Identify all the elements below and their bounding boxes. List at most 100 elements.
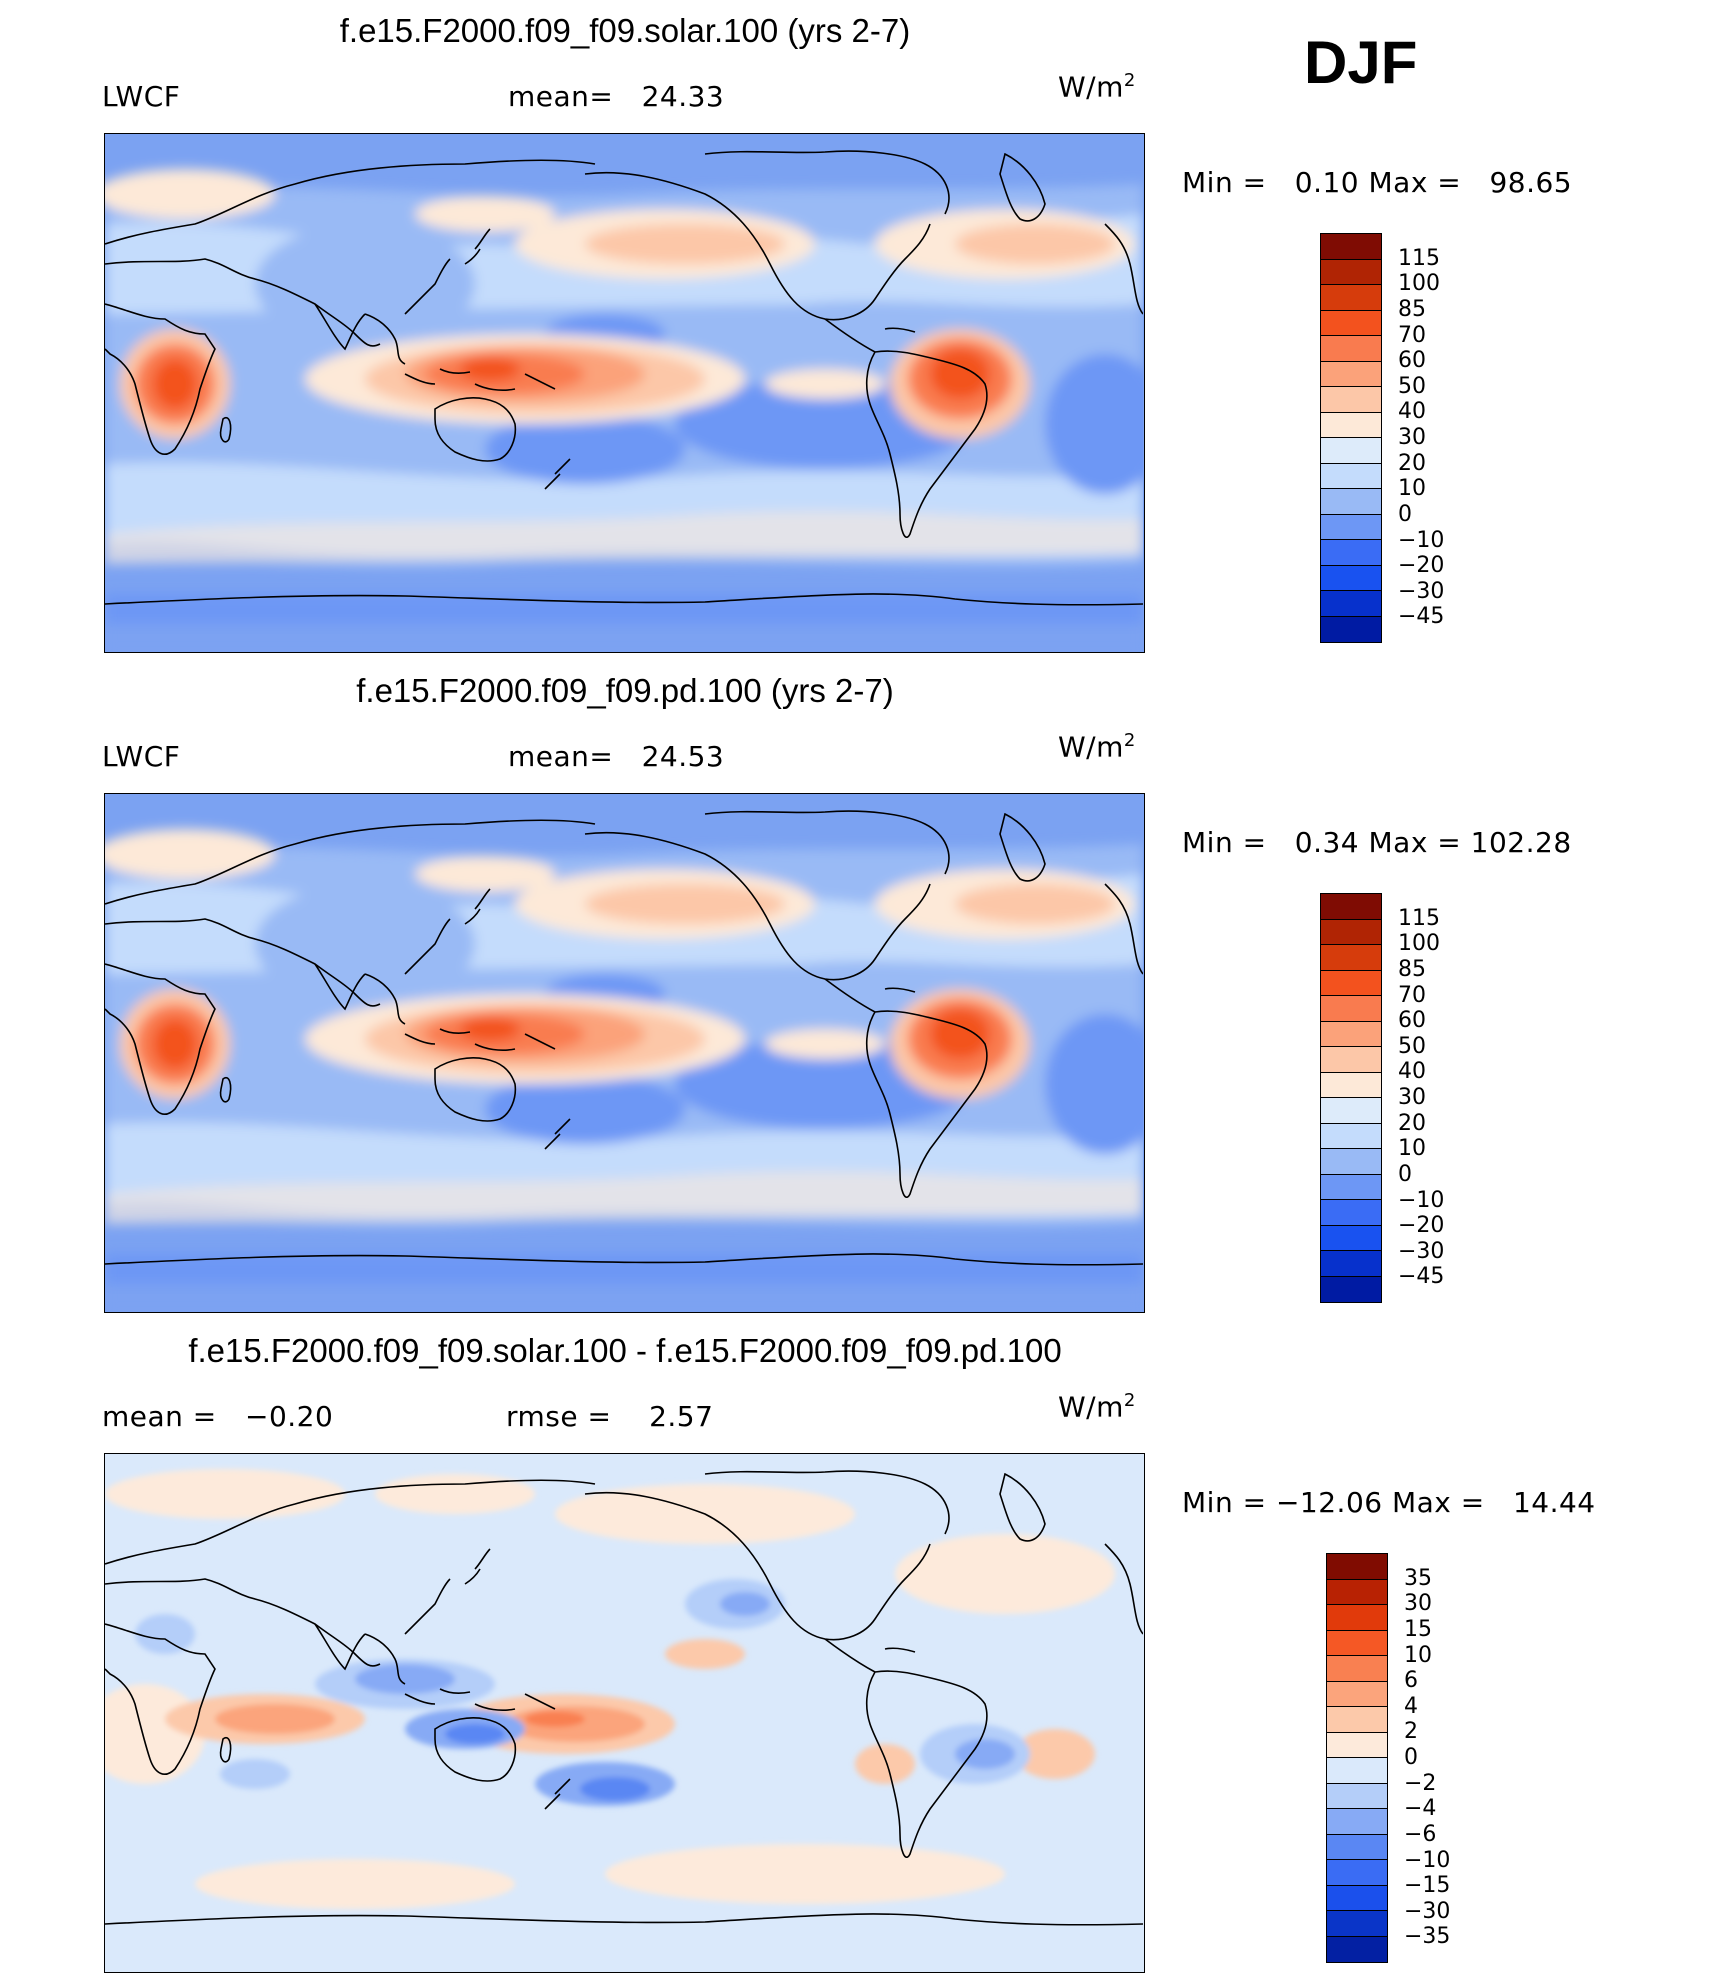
panel-2-max-value: 102.28 <box>1470 826 1572 859</box>
colorbar-tick-label: 10 <box>1404 1642 1432 1668</box>
colorbar-tick-label: 30 <box>1398 1085 1426 1110</box>
colorbar-tick-label: −20 <box>1398 1213 1445 1239</box>
colorbar-segment <box>1327 1630 1387 1656</box>
panel-1-mean: mean= 24.33 <box>508 80 724 113</box>
colorbar-tick-label: 0 <box>1398 501 1412 527</box>
panel-2-units: W/m2 <box>1058 730 1136 763</box>
colorbar-tick-label: 115 <box>1398 245 1440 271</box>
colorbar-segment <box>1321 463 1381 489</box>
colorbar-segment <box>1321 234 1381 260</box>
colorbar-segment <box>1321 514 1381 540</box>
colorbar-tick-label: 6 <box>1404 1668 1418 1694</box>
panel-3-max-value: 14.44 <box>1512 1486 1596 1519</box>
panel-2-min-label: Min = <box>1182 826 1267 859</box>
colorbar-segment <box>1327 1834 1387 1860</box>
colorbar-segment <box>1321 616 1381 642</box>
colorbar-tick-label: −45 <box>1398 604 1445 630</box>
colorbar-tick-label: −4 <box>1404 1796 1437 1822</box>
colorbar-tick-label: 50 <box>1398 373 1426 399</box>
panel-2-units-text: W/m <box>1058 730 1124 764</box>
colorbar-segment <box>1327 1554 1387 1580</box>
panel-2-variable-label: LWCF <box>102 740 181 773</box>
colorbar-tick-label: 10 <box>1398 476 1426 502</box>
panel-2-minmax: Min = 0.34 Max = 102.28 <box>1182 826 1572 859</box>
colorbar-tick-label: 10 <box>1398 1136 1426 1162</box>
colorbar-tick-label: 20 <box>1398 1110 1426 1136</box>
panel-2-units-exp: 2 <box>1123 730 1136 751</box>
panel-3-map <box>104 1453 1145 1973</box>
colorbar-tick-label: 30 <box>1398 425 1426 450</box>
panel-2-min-value: 0.34 <box>1294 826 1360 859</box>
colorbar-segment <box>1321 489 1381 515</box>
colorbar-segment <box>1327 1758 1387 1784</box>
colorbar-tick-label: −20 <box>1398 553 1445 579</box>
colorbar-segment <box>1321 565 1381 591</box>
panel-1-map-svg <box>105 134 1143 651</box>
colorbar-segment <box>1321 1225 1381 1251</box>
colorbar-tick-label: 70 <box>1398 982 1426 1008</box>
colorbar-segment <box>1327 1860 1387 1886</box>
colorbar-segment <box>1321 336 1381 362</box>
colorbar-segment <box>1321 919 1381 945</box>
colorbar-segment <box>1321 285 1381 311</box>
colorbar-segment <box>1321 412 1381 438</box>
panel-1-units-exp: 2 <box>1123 70 1136 91</box>
colorbar-tick-label: 30 <box>1404 1591 1432 1617</box>
panel-3-mean-value: −0.20 <box>244 1400 334 1433</box>
colorbar-segment <box>1321 1021 1381 1047</box>
panel-2-colorbar <box>1320 893 1382 1303</box>
colorbar-segment <box>1321 894 1381 920</box>
colorbar-tick-label: −30 <box>1398 1238 1445 1264</box>
colorbar-tick-label: 100 <box>1398 271 1440 297</box>
colorbar-segment <box>1321 1200 1381 1226</box>
colorbar-segment <box>1327 1579 1387 1605</box>
panel-3-units: W/m2 <box>1058 1390 1136 1423</box>
colorbar-tick-label: −10 <box>1398 527 1445 553</box>
colorbar-segment <box>1321 387 1381 413</box>
panel-3-minmax: Min = −12.06 Max = 14.44 <box>1182 1486 1596 1519</box>
panel-1-units: W/m2 <box>1058 70 1136 103</box>
colorbar-segment <box>1321 310 1381 336</box>
colorbar-tick-label: 4 <box>1404 1693 1418 1719</box>
panel-1-map <box>104 133 1145 653</box>
colorbar-segment <box>1321 1251 1381 1277</box>
colorbar-tick-label: −30 <box>1398 578 1445 604</box>
colorbar-tick-label: −2 <box>1404 1770 1437 1796</box>
panel-3-mean-label: mean = <box>102 1400 217 1433</box>
panel-2-map <box>104 793 1145 1313</box>
colorbar-tick-label: 40 <box>1398 399 1426 425</box>
colorbar-tick-label: 15 <box>1404 1616 1432 1642</box>
colorbar-tick-label: 0 <box>1398 1161 1412 1187</box>
colorbar-segment <box>1327 1936 1387 1962</box>
colorbar-segment <box>1321 1047 1381 1073</box>
colorbar-segment <box>1321 996 1381 1022</box>
panel-1-min-value: 0.10 <box>1294 166 1360 199</box>
colorbar-segment <box>1321 1276 1381 1302</box>
colorbar-segment <box>1321 970 1381 996</box>
colorbar-tick-label: 60 <box>1398 348 1426 374</box>
colorbar-tick-label: 100 <box>1398 931 1440 957</box>
panel-3-rmse: rmse = 2.57 <box>506 1400 713 1433</box>
colorbar-tick-label: 2 <box>1404 1719 1418 1745</box>
colorbar-segment <box>1321 259 1381 285</box>
colorbar-segment <box>1321 361 1381 387</box>
panel-3-map-svg <box>105 1454 1143 1971</box>
panel-1-title: f.e15.F2000.f09_f09.solar.100 (yrs 2-7) <box>339 12 911 49</box>
colorbar-segment <box>1321 438 1381 464</box>
panel-1-min-label: Min = <box>1182 166 1267 199</box>
colorbar-segment <box>1327 1911 1387 1937</box>
panel-3-mean: mean = −0.20 <box>102 1400 333 1433</box>
panel-2-map-svg <box>105 794 1143 1311</box>
panel-3-min-value: −12.06 <box>1275 1486 1383 1519</box>
colorbar-segment <box>1321 591 1381 617</box>
panel-1-variable-label: LWCF <box>102 80 181 113</box>
colorbar-tick-label: −10 <box>1398 1187 1445 1213</box>
colorbar-tick-label: 40 <box>1398 1059 1426 1085</box>
colorbar-segment <box>1321 1123 1381 1149</box>
panel-3-min-label: Min = <box>1182 1486 1267 1519</box>
colorbar-segment <box>1321 1072 1381 1098</box>
panel-3-units-exp: 2 <box>1123 1390 1136 1411</box>
panel-2-title: f.e15.F2000.f09_f09.pd.100 (yrs 2-7) <box>356 672 894 709</box>
colorbar-tick-label: 85 <box>1398 956 1426 982</box>
panel-1-mean-label: mean= <box>508 80 614 113</box>
